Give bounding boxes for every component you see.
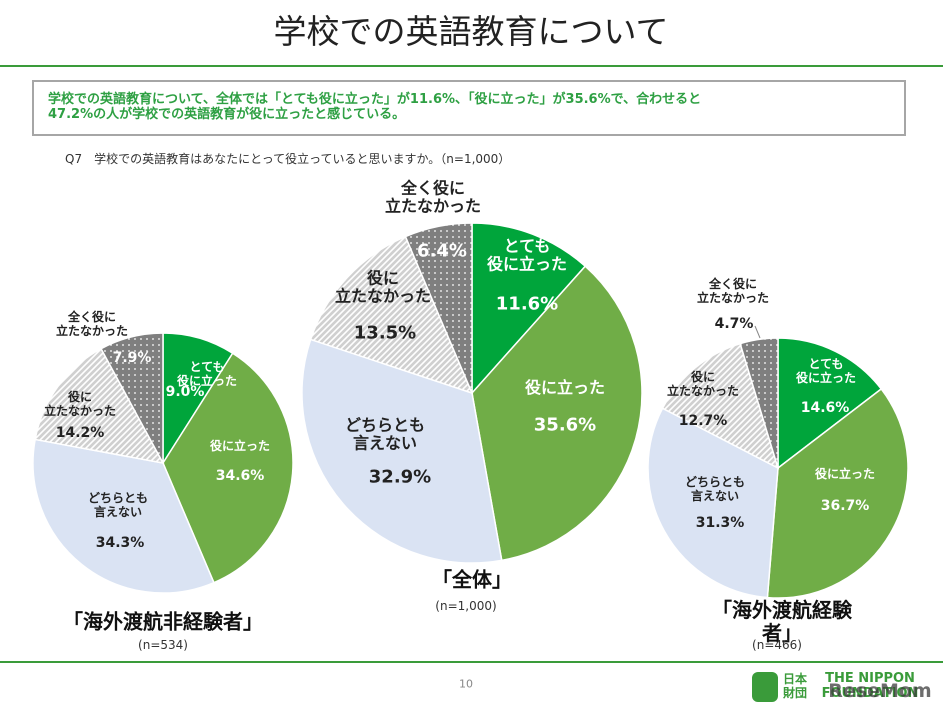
- value-label: 32.9%: [368, 466, 432, 488]
- value-label: 11.6%: [495, 293, 559, 315]
- pie-slice: [301, 338, 503, 564]
- chart-title: 「海外渡航経験者」: [712, 598, 852, 645]
- slice-label: 全く役に 立たなかった: [696, 277, 770, 305]
- slice-label: 役に立った: [524, 377, 606, 397]
- summary: 学校での英語教育について、全体では「とても役に立った」が11.6%、「役に立った…: [48, 92, 702, 122]
- slice-label: 全く役に 立たなかった: [55, 310, 129, 338]
- slice-label: 役に 立たなかった: [43, 390, 117, 418]
- question: Q7 学校での英語教育はあなたにとって役立っていると思いますか。（n=1,000…: [65, 152, 511, 167]
- logo-en: THE NIPPON FOUNDATION: [821, 671, 919, 701]
- value-label: 4.7%: [714, 315, 754, 332]
- summary-box: [32, 80, 906, 136]
- slice-label: どちらとも 言えない: [344, 415, 426, 453]
- slice-label: 役に立った: [814, 467, 876, 482]
- slice-label: どちらとも 言えない: [87, 491, 149, 519]
- value-label: 13.5%: [353, 322, 417, 344]
- chart-title: 「全体」: [432, 567, 512, 592]
- page-title: 学校での英語教育について: [273, 12, 669, 52]
- pie-slice: [739, 337, 779, 469]
- pie-slice: [162, 352, 294, 584]
- pie-slice: [471, 222, 587, 395]
- value-label: 14.2%: [55, 424, 105, 441]
- chart-subtitle: (n=466): [752, 638, 802, 653]
- value-label: 7.9%: [112, 349, 152, 366]
- watermark: ReseMom: [828, 680, 932, 703]
- pie-slice: [309, 235, 474, 395]
- slice-label: 役に立った: [209, 439, 271, 454]
- leader-line: [754, 325, 761, 339]
- pie-slice: [766, 387, 909, 599]
- value-label: 36.7%: [820, 497, 870, 514]
- slice-label: 役に 立たなかった: [666, 370, 740, 398]
- chart-subtitle: (n=534): [138, 638, 188, 653]
- chart-subtitle: (n=1,000): [435, 599, 497, 614]
- pie-slice: [34, 347, 165, 465]
- value-label: 31.3%: [695, 514, 745, 531]
- value-label: 12.7%: [678, 412, 728, 429]
- slice-label: 全く役に 立たなかった: [384, 178, 482, 216]
- pie-slice: [647, 407, 779, 599]
- value-label: 14.6%: [800, 399, 850, 416]
- value-label: 9.0%: [165, 383, 205, 400]
- pie-slice: [777, 337, 883, 470]
- slice-label: とても 役に立った: [486, 236, 568, 274]
- slice-label: どちらとも 言えない: [684, 475, 746, 503]
- pie-slice: [32, 438, 215, 594]
- slice-label: 役に 立たなかった: [334, 268, 432, 306]
- logo-icon: [752, 672, 778, 702]
- chart-title: 「海外渡航非経験者」: [63, 609, 263, 634]
- value-label: 34.6%: [215, 467, 265, 484]
- pie-slice: [100, 332, 164, 464]
- value-label: 34.3%: [95, 534, 145, 551]
- logo-jp: 日本 財団: [782, 672, 808, 700]
- value-label: 6.4%: [417, 240, 467, 262]
- pie-slice: [404, 222, 473, 394]
- value-label: 35.6%: [533, 414, 597, 436]
- slice-label: とても 役に立った: [795, 357, 857, 385]
- pie-slice: [471, 265, 643, 562]
- page-number: 10: [459, 677, 473, 691]
- slice-label: とても 役に立った: [176, 360, 238, 388]
